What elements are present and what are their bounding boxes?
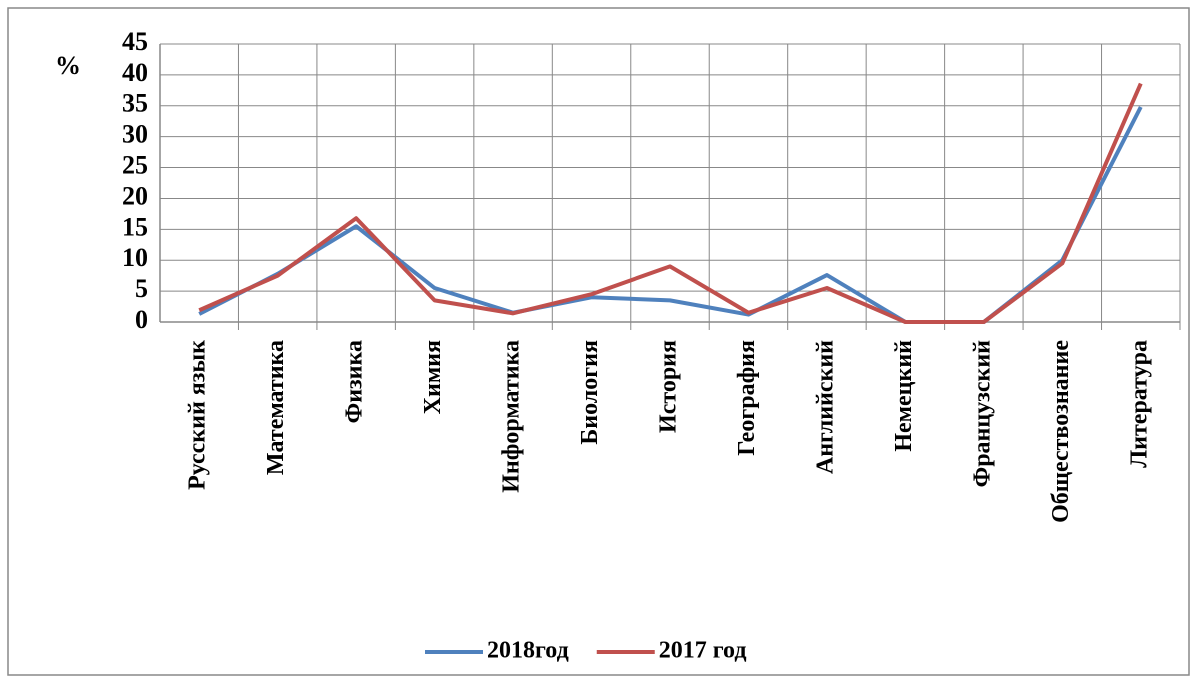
legend-label: 2017 год [659,638,747,664]
y-tick-label: 35 [122,89,148,118]
y-tick-label: 15 [122,212,148,241]
x-tick-label: Математика [263,340,289,475]
y-tick-label: 5 [135,274,148,303]
x-tick-label: Немецкий [891,340,917,452]
y-axis-label: % [55,51,81,80]
legend-label: 2018год [487,638,569,664]
chart-border [7,7,1190,676]
x-tick-label: География [734,340,760,456]
x-tick-label: Информатика [499,340,525,493]
x-tick-label: Французский [969,340,995,488]
y-tick-label: 45 [122,27,148,56]
series-line [198,82,1143,324]
x-tick-label: Русский язык [185,340,211,490]
y-tick-label: 25 [122,151,148,180]
x-tick-label: История [656,340,682,433]
y-tick-label: 0 [135,305,148,334]
x-tick-label: Биология [577,340,603,445]
y-tick-label: 20 [122,181,148,210]
y-tick-label: 40 [122,58,148,87]
x-tick-label: Обществознание [1048,340,1074,523]
y-tick-label: 30 [122,120,148,149]
x-tick-label: Физика [342,340,368,423]
y-tick-label: 10 [122,243,148,272]
x-tick-label: Литература [1126,340,1152,468]
x-tick-label: Химия [420,340,446,414]
x-tick-label: Английский [812,340,838,474]
